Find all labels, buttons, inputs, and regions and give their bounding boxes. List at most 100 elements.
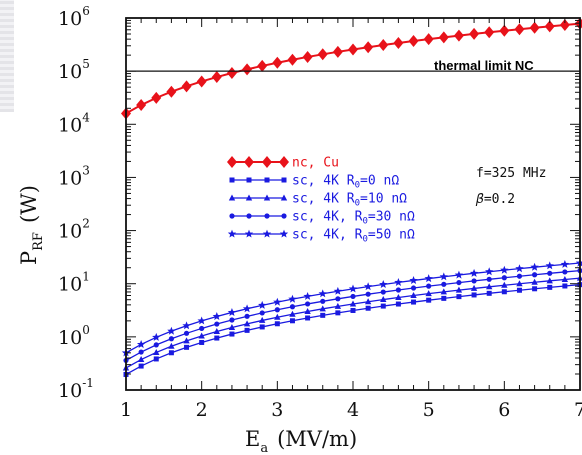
series-4-point [348, 284, 358, 293]
series-2-point [153, 348, 160, 355]
series-2-point [470, 284, 478, 291]
series-1-point [168, 350, 174, 356]
series-2-point [486, 283, 493, 290]
series-1-point [335, 310, 341, 316]
legend-swatch-marker [279, 156, 289, 168]
series-1-point [471, 292, 477, 298]
legend-swatch-marker [279, 229, 289, 238]
legend-label: sc, 4K R0=10 nΩ [292, 192, 407, 209]
x-tick-label: 2 [196, 399, 208, 421]
series-0-point [226, 67, 237, 80]
legend-entry-0: nc, Cu [227, 156, 339, 171]
series-1-point [229, 331, 235, 337]
series-1-point [395, 301, 401, 307]
series-4-point [333, 286, 343, 295]
series-1-point [320, 312, 326, 318]
series-0-point [257, 59, 268, 72]
series-3-point [471, 278, 477, 284]
frequency-annotation: f=325 MHz [476, 166, 546, 181]
series-1-point [486, 290, 492, 296]
series-1-point [547, 284, 553, 290]
beta-annotation: β=0.2 [475, 192, 515, 207]
series-4-point [242, 304, 252, 313]
series-4-point [424, 274, 433, 283]
series-3-point [214, 321, 220, 327]
series-2 [122, 274, 582, 371]
series-1-point [456, 294, 462, 300]
y-tick-label: 104 [58, 110, 90, 136]
legend-swatch-marker [262, 156, 272, 168]
series-4-point [575, 258, 582, 267]
series-0-point [514, 23, 525, 36]
y-tick-label: 100 [58, 323, 90, 349]
series-4-point [530, 262, 539, 271]
series-2-point [410, 292, 417, 299]
series-1-point [350, 307, 356, 313]
legend-swatch-marker [280, 194, 288, 201]
series-4-point [379, 280, 388, 289]
series-2-point [501, 281, 508, 288]
series-3-point [289, 304, 296, 310]
series-3-point [199, 325, 205, 332]
series-2-point [334, 302, 342, 309]
series-3-point [305, 301, 311, 307]
series-2-point [168, 342, 175, 349]
x-tick-labels: 1 2 3 4 5 6 7 [120, 399, 582, 421]
x-tick-label: 5 [423, 399, 435, 421]
series-2-point [395, 294, 402, 301]
legend-entry-3: sc, 4K, R0=30 nΩ [229, 210, 415, 227]
series-0-point [317, 48, 328, 61]
x-tick-label: 3 [271, 399, 283, 421]
series-4-point [258, 300, 267, 309]
legend-label: sc, 4K, R0=50 nΩ [292, 228, 415, 245]
series-0-point [242, 63, 253, 76]
series-2-point [440, 288, 447, 295]
series-1-point [305, 315, 311, 321]
series-4-point [454, 270, 464, 279]
series-3-point [259, 310, 265, 316]
series-3-point [426, 283, 432, 289]
series-0-point [438, 31, 449, 44]
series-1-point [516, 287, 522, 293]
series-4-point [439, 272, 448, 281]
x-axis-title: Ea (MV/m) [245, 427, 357, 455]
series-3-point [320, 298, 326, 304]
series-1-point [562, 283, 568, 289]
series-1-point [501, 289, 507, 295]
y-tick-label: 103 [58, 163, 90, 189]
series-4-point [167, 326, 176, 335]
series-4-point [363, 282, 373, 291]
series-2-point [319, 305, 326, 312]
series-2-point [213, 328, 220, 335]
series-4-point [273, 297, 282, 306]
legend-swatch-marker [281, 213, 287, 219]
legend-label: nc, Cu [292, 156, 339, 171]
series-3 [123, 268, 582, 364]
series-1 [123, 282, 582, 377]
series-0-point [499, 24, 510, 37]
series-0-point [469, 27, 480, 40]
series-4-point [212, 312, 221, 321]
series-3-point [456, 279, 462, 286]
series-1-point [380, 303, 386, 309]
x-tick-label: 4 [347, 399, 359, 421]
series-4-point [288, 294, 297, 303]
series-1-point [153, 356, 159, 362]
series-0-point [151, 91, 162, 104]
series-3-point [274, 307, 280, 313]
series-1-point [259, 324, 265, 330]
y-tick-label: 106 [58, 4, 90, 30]
series-0-point [211, 71, 222, 84]
series-0-point [166, 85, 177, 98]
series-1-point [426, 297, 432, 303]
series-0-point [136, 99, 147, 112]
series-0-point [272, 56, 283, 69]
series-0-point [363, 41, 374, 54]
series-4-point [469, 268, 479, 277]
series-0-point [196, 75, 207, 88]
series-0-point [423, 33, 434, 46]
thermal-limit-label: thermal limit NC [434, 58, 534, 73]
series-0-point [181, 80, 192, 93]
y-tick-label: 102 [58, 217, 90, 243]
